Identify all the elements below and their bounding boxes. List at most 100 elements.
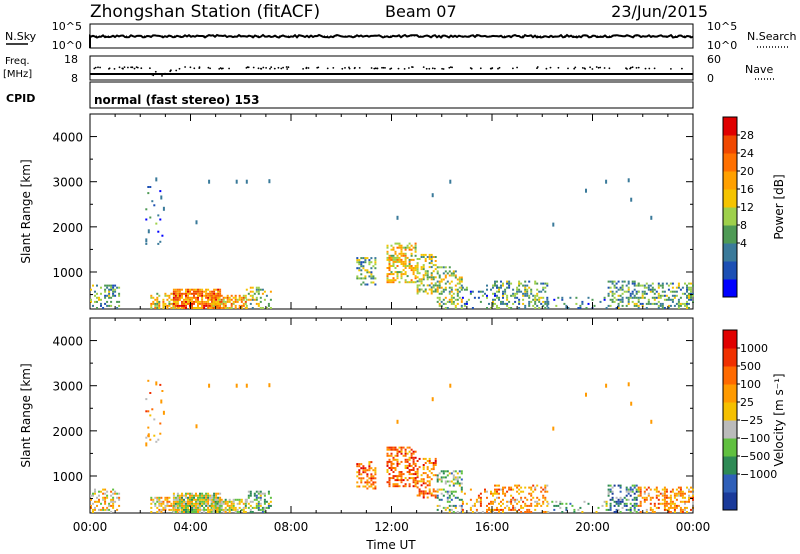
- echo-cell: [199, 288, 201, 291]
- echo-cell: [213, 492, 216, 495]
- echo-cell: [263, 511, 266, 513]
- echo-cell: [112, 288, 115, 291]
- echo-cell: [255, 494, 258, 497]
- echo-cell: [404, 450, 407, 453]
- echo-cell: [106, 284, 109, 287]
- echo-cell: [488, 506, 490, 509]
- echo-cell: [418, 280, 421, 283]
- echo-cell: [94, 500, 96, 503]
- echo-cell: [92, 494, 94, 497]
- echo-cell: [392, 462, 395, 465]
- echo-cell: [242, 508, 245, 511]
- echo-cell: [414, 281, 417, 284]
- echo-cell: [218, 508, 221, 511]
- echo-cell: [456, 511, 459, 513]
- echo-cell: [102, 506, 105, 509]
- echo-cell: [374, 481, 377, 484]
- echo-cell: [605, 502, 608, 505]
- echo-cell: [410, 464, 413, 467]
- echo-cell: [633, 280, 636, 283]
- echo-cell: [187, 296, 189, 299]
- echo-cell: [490, 508, 492, 511]
- echo-cell: [207, 494, 210, 497]
- echo-cell: [209, 498, 212, 501]
- echo-cell: [649, 508, 652, 511]
- echo-cell: [688, 286, 690, 289]
- echo-cell: [114, 490, 117, 493]
- echo-cell: [460, 478, 463, 481]
- echo-cell: [663, 307, 666, 309]
- echo-cell: [639, 490, 642, 493]
- echo-cell: [203, 511, 206, 513]
- echo-cell: [440, 492, 443, 495]
- echo-cell: [444, 296, 447, 299]
- echo-cell: [370, 267, 373, 270]
- echo-cell: [398, 281, 401, 284]
- echo-cell: [195, 424, 198, 429]
- echo-cell: [356, 475, 359, 478]
- echo-cell: [110, 284, 113, 287]
- echo-cell: [452, 474, 455, 477]
- echo-cell: [492, 298, 494, 301]
- echo-cell: [203, 496, 206, 499]
- echo-cell: [181, 494, 183, 497]
- echo-cell: [193, 502, 195, 505]
- echo-cell: [205, 502, 208, 505]
- echo-cell: [494, 492, 496, 495]
- echo-cell: [452, 270, 455, 273]
- echo-cell: [524, 307, 527, 309]
- echo-cell: [671, 490, 674, 493]
- echo-cell: [512, 506, 515, 509]
- echo-cell: [534, 486, 537, 489]
- echo-cell: [448, 504, 451, 507]
- echo-cell: [456, 476, 459, 479]
- echo-cell: [547, 307, 550, 309]
- echo-cell: [193, 504, 195, 507]
- echo-cell: [232, 498, 235, 501]
- echo-cell: [230, 504, 233, 507]
- echo-cell: [211, 498, 214, 501]
- echo-cell: [430, 262, 433, 265]
- echo-cell: [366, 269, 369, 272]
- echo-cell: [524, 504, 527, 507]
- echo-cell: [152, 300, 155, 303]
- echo-cell: [168, 504, 171, 507]
- echo-cell: [249, 511, 252, 513]
- echo-cell: [414, 485, 417, 488]
- echo-cell: [422, 480, 425, 483]
- echo-cell: [242, 298, 245, 301]
- echo-cell: [390, 460, 393, 463]
- echo-cell: [195, 288, 197, 291]
- echo-cell: [187, 294, 189, 297]
- echo-cell: [263, 508, 266, 511]
- echo-cell: [532, 304, 535, 307]
- echo-cell: [90, 288, 92, 291]
- echo-cell: [261, 288, 264, 291]
- y-tick-label: 3000: [52, 380, 83, 394]
- echo-cell: [147, 410, 150, 413]
- echo-cell: [203, 307, 206, 309]
- echo-cell: [546, 490, 549, 493]
- echo-cell: [364, 277, 367, 280]
- echo-cell: [240, 300, 243, 303]
- nave-point: [277, 66, 280, 69]
- echo-cell: [607, 488, 610, 491]
- echo-cell: [404, 254, 407, 257]
- echo-cell: [679, 511, 682, 513]
- echo-cell: [110, 500, 113, 503]
- echo-cell: [238, 498, 241, 501]
- echo-cell: [265, 294, 268, 297]
- echo-cell: [456, 480, 459, 483]
- echo-cell: [681, 511, 684, 513]
- echo-cell: [615, 298, 618, 301]
- echo-cell: [392, 279, 395, 282]
- freq-tick-bottom: 8: [71, 72, 78, 85]
- velocity-colorbar-swatch: [723, 402, 737, 421]
- echo-cell: [502, 502, 504, 505]
- echo-cell: [212, 304, 215, 307]
- echo-cell: [665, 508, 668, 511]
- echo-cell: [524, 292, 527, 295]
- echo-cell: [104, 284, 107, 287]
- echo-cell: [197, 500, 199, 503]
- echo-cell: [677, 284, 680, 287]
